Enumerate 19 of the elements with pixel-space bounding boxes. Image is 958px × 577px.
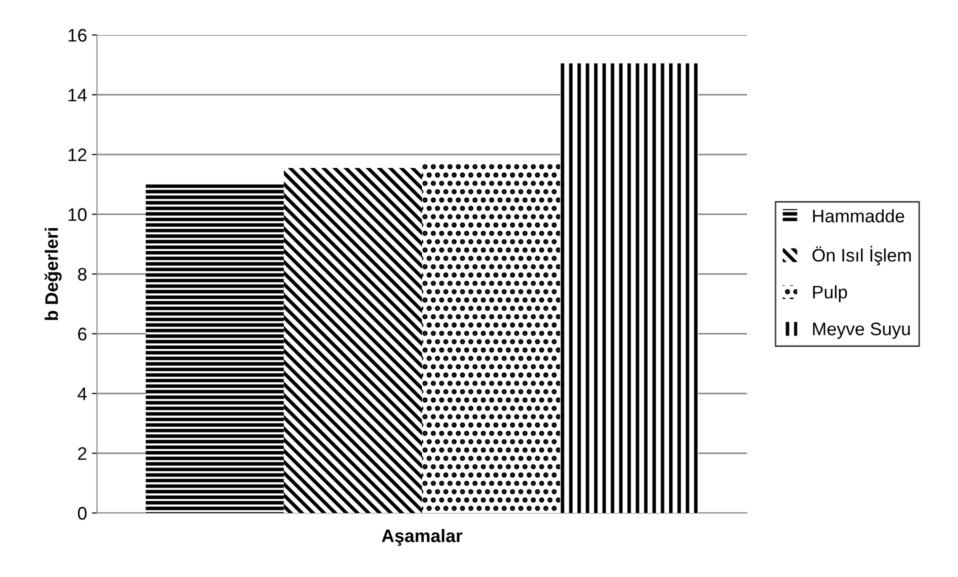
y-tick-label: 12 — [68, 148, 86, 162]
y-tick-label: 8 — [78, 268, 86, 281]
bar — [284, 168, 422, 513]
bar — [146, 184, 284, 513]
bar — [422, 163, 560, 513]
legend-label: Hammadde — [813, 209, 904, 222]
x-axis-title: Aşamalar — [382, 528, 462, 546]
y-tick-label: 14 — [68, 88, 87, 102]
legend-label: Ön Isıl İşlem — [812, 246, 911, 266]
y-tick-label: 16 — [68, 28, 86, 42]
y-tick-label: 0 — [78, 506, 87, 520]
y-tick-label: 4 — [78, 388, 87, 400]
y-tick-label: 6 — [78, 328, 86, 340]
y-tick-label: 2 — [78, 447, 86, 460]
bar — [560, 63, 698, 513]
legend-label: Pulp — [813, 285, 848, 302]
y-axis-title: b Değerleri — [44, 228, 62, 320]
legend-label: Meyve Suyu — [813, 322, 910, 339]
y-tick-label: 10 — [68, 208, 87, 221]
